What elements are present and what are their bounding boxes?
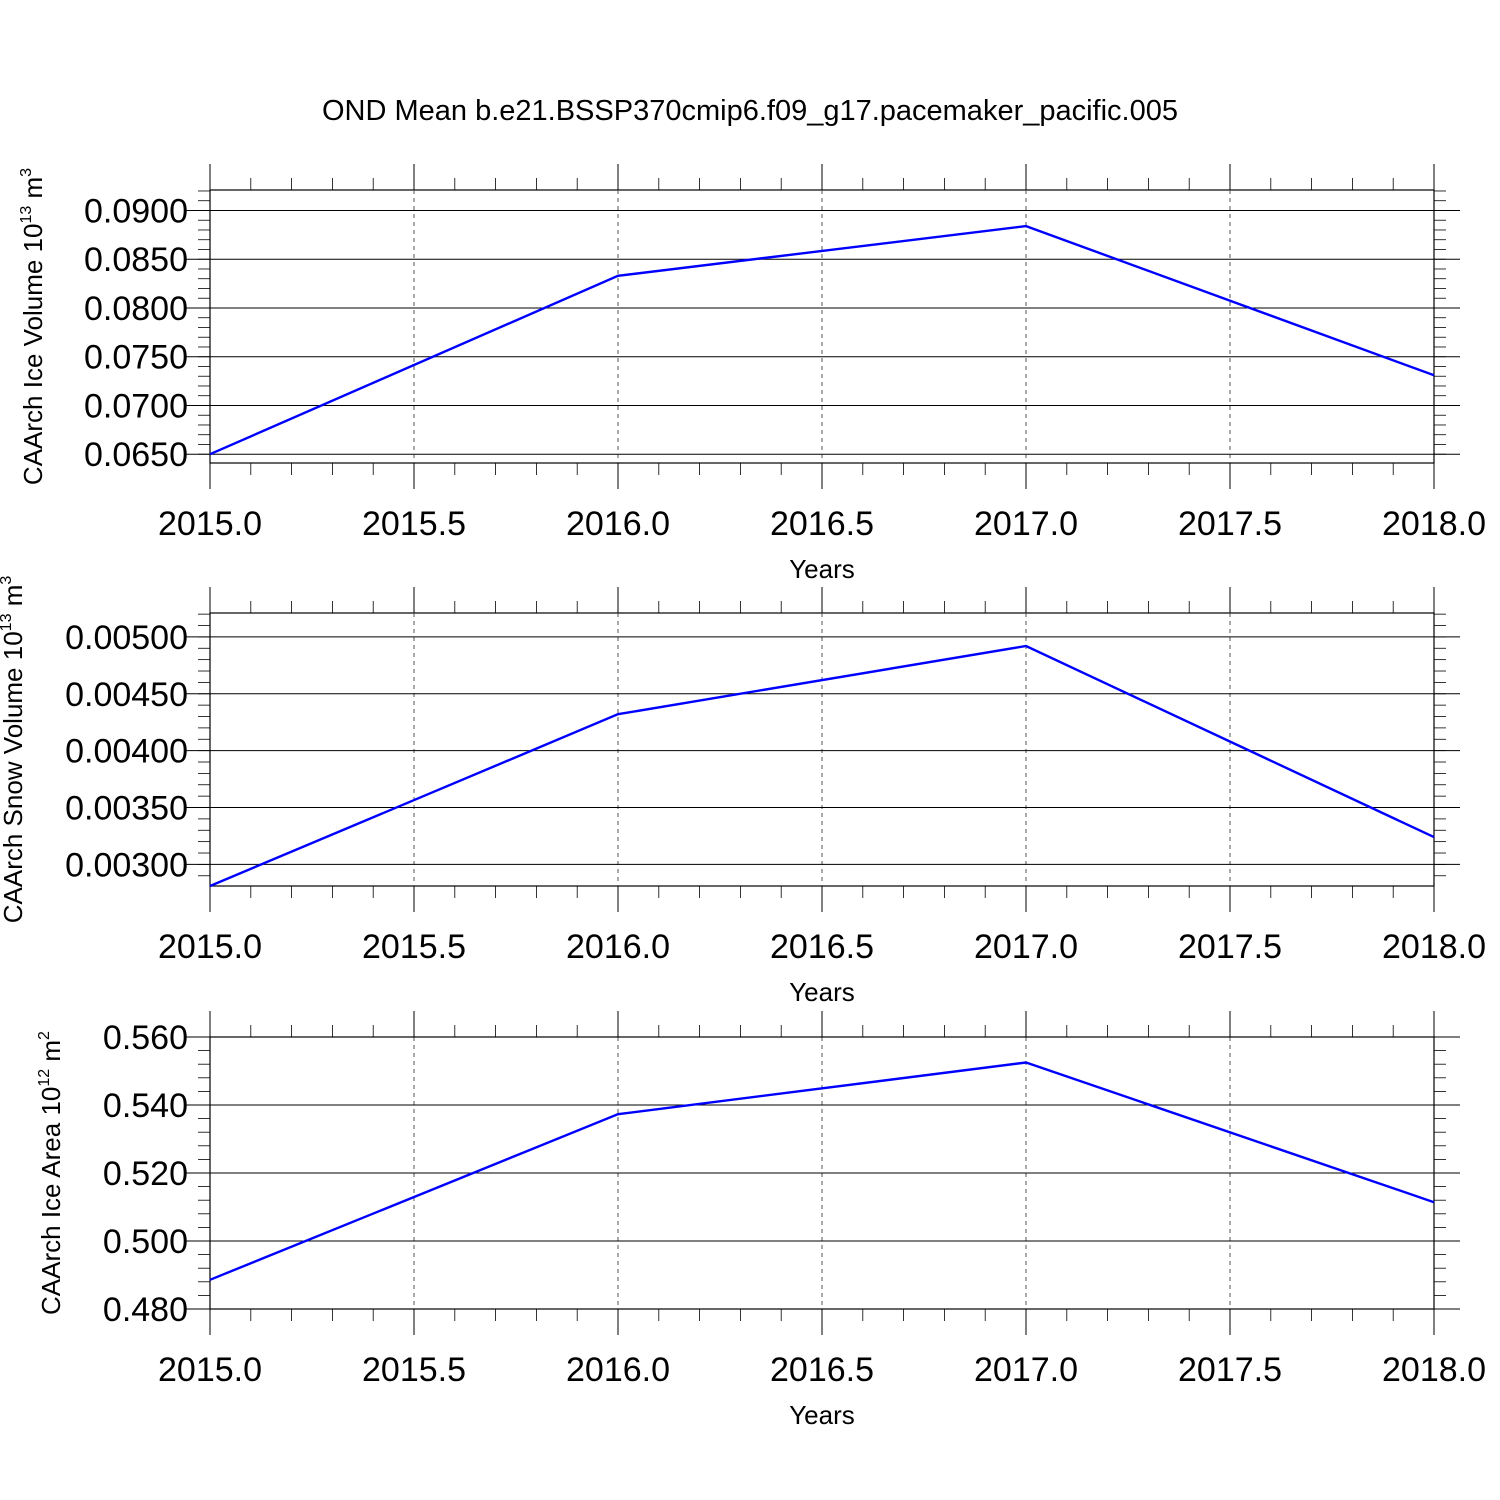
x-axis-title: Years	[789, 1400, 855, 1430]
x-tick-label: 2016.5	[770, 928, 874, 966]
y-tick-label: 0.0650	[84, 436, 188, 474]
series-line	[209, 644, 1435, 888]
x-axis-title: Years	[789, 554, 855, 584]
y-axis-title-unit: m	[18, 177, 48, 206]
y-tick-label: 0.00350	[65, 790, 188, 828]
y-tick-label: 0.0750	[84, 339, 188, 377]
x-tick-label: 2016.0	[566, 1351, 670, 1389]
x-tick-label: 2017.0	[974, 505, 1078, 543]
y-tick-label: 0.00400	[65, 733, 188, 771]
x-tick-label: 2018.0	[1382, 505, 1486, 543]
x-tick-label: 2018.0	[1382, 1351, 1486, 1389]
x-tick-label: 2016.0	[566, 928, 670, 966]
x-tick-label: 2016.5	[770, 1351, 874, 1389]
y-tick-label: 0.520	[103, 1155, 188, 1193]
y-axis-title-exp: 13	[0, 613, 15, 631]
y-tick-label: 0.540	[103, 1087, 188, 1125]
y-tick-label: 0.00450	[65, 676, 188, 714]
y-axis-title-unit-exp: 3	[18, 168, 35, 177]
x-tick-label: 2015.0	[158, 928, 262, 966]
x-tick-label: 2015.5	[362, 1351, 466, 1389]
y-tick-label: 0.0800	[84, 290, 188, 328]
x-tick-label: 2015.0	[158, 505, 262, 543]
x-axis-title: Years	[789, 977, 855, 1007]
y-axis-title: CAArch Ice Area 1012 m2	[36, 1031, 66, 1315]
y-tick-label: 0.0900	[84, 192, 188, 230]
y-axis-title-text: CAArch Ice Area 10	[36, 1087, 66, 1315]
y-axis-title-text: CAArch Snow Volume 10	[0, 631, 28, 923]
y-axis-title-exp: 13	[18, 206, 35, 224]
y-axis-title: CAArch Ice Volume 1013 m3	[18, 168, 48, 485]
panel-ice-area: 2015.0 2015.5 2016.0 2016.5 2017.0 2017.5 2018…	[36, 1011, 1486, 1430]
y-axis-title-unit-exp: 3	[0, 576, 15, 585]
x-tick-label: 2018.0	[1382, 928, 1486, 966]
y-tick-label: 0.0700	[84, 387, 188, 425]
x-tick-label: 2016.5	[770, 505, 874, 543]
y-tick-label: 0.0850	[84, 241, 188, 279]
y-axis-title-text: CAArch Ice Volume 10	[18, 224, 48, 486]
x-tick-label: 2015.0	[158, 1351, 262, 1389]
x-tick-label: 2017.5	[1178, 505, 1282, 543]
y-axis-title-exp: 12	[36, 1069, 53, 1087]
y-tick-label: 0.00300	[65, 846, 188, 884]
y-tick-label: 0.00500	[65, 619, 188, 657]
y-tick-label: 0.500	[103, 1223, 188, 1261]
series-line	[209, 1061, 1435, 1281]
y-axis-title-unit: m	[0, 585, 28, 614]
x-tick-label: 2015.5	[362, 928, 466, 966]
y-tick-label: 0.560	[103, 1019, 188, 1057]
y-axis-title: CAArch Snow Volume 1013 m3	[0, 576, 28, 924]
y-axis-title-unit: m	[36, 1040, 66, 1069]
x-tick-label: 2016.0	[566, 505, 670, 543]
series-line	[209, 224, 1435, 456]
x-tick-label: 2017.5	[1178, 1351, 1282, 1389]
panel-snow-volume: 2015.0 2015.5 2016.0 2016.5 2017.0 2017.5 2018…	[0, 576, 1486, 1007]
chart-title: OND Mean b.e21.BSSP370cmip6.f09_g17.pace…	[322, 95, 1178, 127]
x-tick-label: 2017.0	[974, 928, 1078, 966]
x-tick-label: 2015.5	[362, 505, 466, 543]
x-tick-label: 2017.5	[1178, 928, 1282, 966]
panel-ice-volume: 2015.0 2015.5 2016.0 2016.5 2017.0 2017.5 2018…	[18, 164, 1486, 584]
y-axis-title-unit-exp: 2	[36, 1031, 53, 1040]
x-tick-label: 2017.0	[974, 1351, 1078, 1389]
y-tick-label: 0.480	[103, 1291, 188, 1329]
